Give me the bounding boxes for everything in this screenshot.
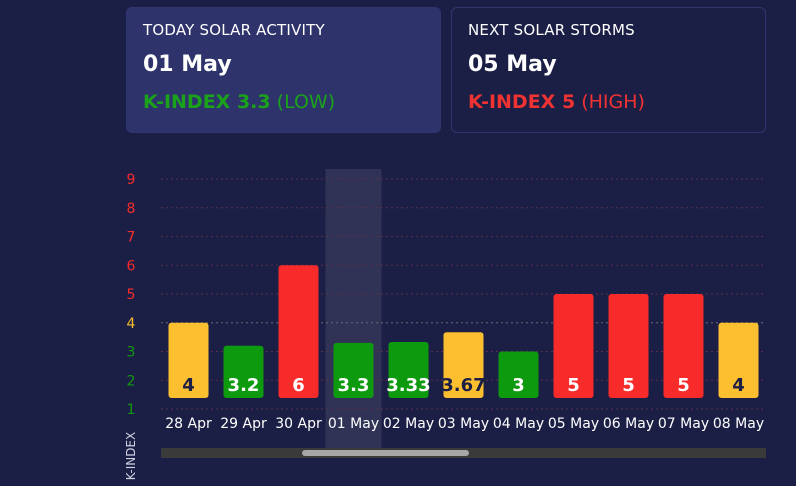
next-kindex-value: K-INDEX 5 [468,91,576,113]
bar-value-label: 3.3 [338,375,370,396]
x-tick-label: 01 May [328,416,379,432]
bar [333,342,374,398]
y-tick-label: 9 [127,172,136,188]
bar [168,322,209,398]
x-tick-label: 29 Apr [220,416,267,432]
bar-value-label: 5 [677,375,690,396]
x-tick-label: 28 Apr [165,416,212,432]
y-tick-label: 7 [127,230,136,246]
bar-value-label: 4 [182,375,195,396]
y-tick-label: 2 [127,373,136,389]
y-tick-label: 5 [127,287,136,303]
y-tick-label: 4 [127,316,136,332]
next-card-date: 05 May [468,52,557,77]
today-card-kindex: K-INDEX 3.3 (LOW) [143,91,424,113]
bar [663,294,704,398]
next-storms-card: NEXT SOLAR STORMS 05 May K-INDEX 5 (HIGH… [451,7,766,133]
x-tick-label: 02 May [383,416,434,432]
x-tick-label: 04 May [493,416,544,432]
y-axis-label: K-INDEX [124,432,138,481]
bar-value-label: 5 [567,375,580,396]
bar-value-label: 3.67 [441,375,485,396]
bar-value-label: 6 [292,375,305,396]
today-kindex-level: (LOW) [276,91,336,113]
next-card-kindex: K-INDEX 5 (HIGH) [468,91,749,113]
bar-value-label: 3 [512,375,525,396]
x-tick-label: 30 Apr [275,416,322,432]
bar-value-label: 4 [732,375,745,396]
x-tick-label: 07 May [658,416,709,432]
bar [223,345,264,398]
bar-value-label: 3.2 [228,375,260,396]
highlight-band [325,169,382,448]
y-tick-label: 6 [127,258,136,274]
y-tick-label: 1 [127,402,136,418]
today-activity-card: TODAY SOLAR ACTIVITY 01 May K-INDEX 3.3 … [126,7,441,133]
x-tick-label: 03 May [438,416,489,432]
bar [553,294,594,398]
next-kindex-level: (HIGH) [581,91,645,113]
bar [608,294,649,398]
bar [443,332,484,398]
x-tick-label: 05 May [548,416,599,432]
bar [388,342,429,398]
bar-value-label: 3.33 [386,375,430,396]
y-tick-label: 8 [127,201,136,217]
today-kindex-value: K-INDEX 3.3 [143,91,271,113]
bar [278,265,319,398]
today-card-date: 01 May [143,52,232,77]
x-tick-label: 06 May [603,416,654,432]
y-tick-label: 3 [127,345,136,361]
today-card-title: TODAY SOLAR ACTIVITY [143,21,325,39]
x-tick-label: 08 May [713,416,764,432]
bar-value-label: 5 [622,375,635,396]
bar [718,322,759,398]
chart-scrollbar[interactable] [161,448,766,458]
next-card-title: NEXT SOLAR STORMS [468,21,635,39]
chart-scroll-thumb[interactable] [302,450,469,456]
bar [498,351,539,398]
